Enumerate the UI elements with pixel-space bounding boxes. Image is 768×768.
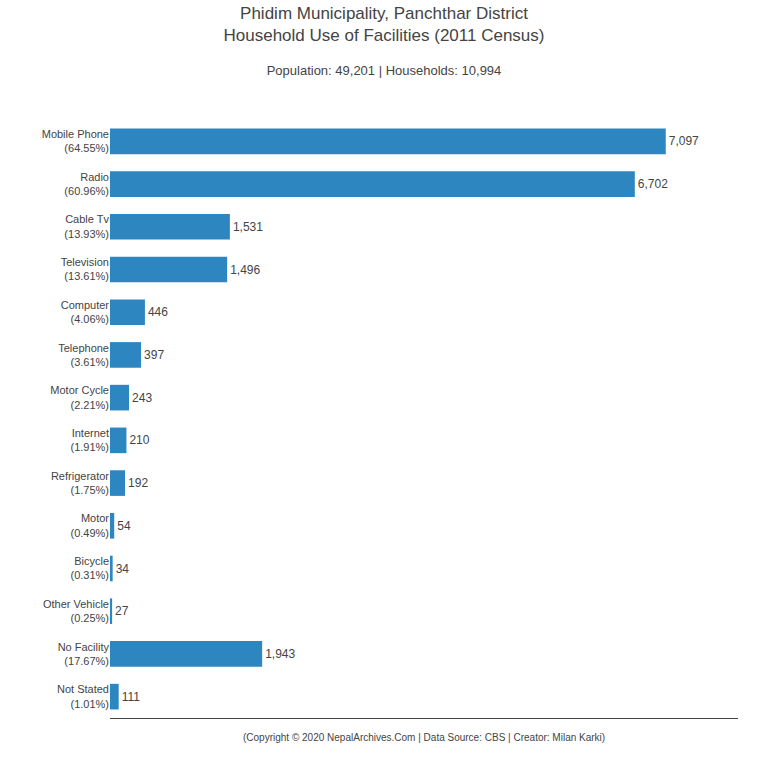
- svg-text:111: 111: [122, 690, 141, 704]
- svg-text:27: 27: [115, 604, 129, 618]
- svg-text:(Copyright © 2020 NepalArchive: (Copyright © 2020 NepalArchives.Com | Da…: [243, 732, 605, 743]
- svg-text:192: 192: [128, 476, 148, 490]
- svg-text:Radio(60.96%): Radio(60.96%): [64, 171, 109, 197]
- svg-text:Population: 49,201 | Household: Population: 49,201 | Households: 10,994: [267, 63, 502, 78]
- svg-text:Internet(1.91%): Internet(1.91%): [70, 427, 109, 453]
- svg-text:Other Vehicle(0.25%): Other Vehicle(0.25%): [43, 598, 109, 624]
- svg-text:210: 210: [129, 433, 149, 447]
- svg-text:7,097: 7,097: [669, 134, 699, 148]
- svg-text:Mobile Phone(64.55%): Mobile Phone(64.55%): [42, 128, 109, 154]
- svg-text:Telephone(3.61%): Telephone(3.61%): [58, 342, 109, 368]
- svg-text:54: 54: [117, 519, 131, 533]
- svg-text:1,943: 1,943: [265, 647, 295, 661]
- svg-text:Motor(0.49%): Motor(0.49%): [70, 512, 109, 538]
- svg-text:Phidim Municipality, Panchthar: Phidim Municipality, Panchthar DistrictH…: [224, 4, 545, 45]
- svg-text:6,702: 6,702: [638, 177, 668, 191]
- svg-text:Television(13.61%): Television(13.61%): [61, 256, 109, 282]
- svg-text:Not Stated(1.01%): Not Stated(1.01%): [57, 683, 109, 709]
- svg-text:Cable Tv(13.93%): Cable Tv(13.93%): [64, 213, 109, 239]
- svg-text:34: 34: [116, 562, 130, 576]
- svg-text:446: 446: [148, 305, 168, 319]
- svg-text:1,531: 1,531: [233, 220, 263, 234]
- svg-text:No Facility(17.67%): No Facility(17.67%): [58, 641, 110, 667]
- svg-text:397: 397: [144, 348, 164, 362]
- svg-text:Refrigerator(1.75%): Refrigerator(1.75%): [51, 470, 109, 496]
- svg-text:Motor Cycle(2.21%): Motor Cycle(2.21%): [50, 384, 109, 410]
- svg-text:Computer(4.06%): Computer(4.06%): [61, 299, 110, 325]
- svg-text:243: 243: [132, 391, 152, 405]
- svg-text:1,496: 1,496: [230, 263, 260, 277]
- svg-text:Bicycle(0.31%): Bicycle(0.31%): [70, 555, 109, 581]
